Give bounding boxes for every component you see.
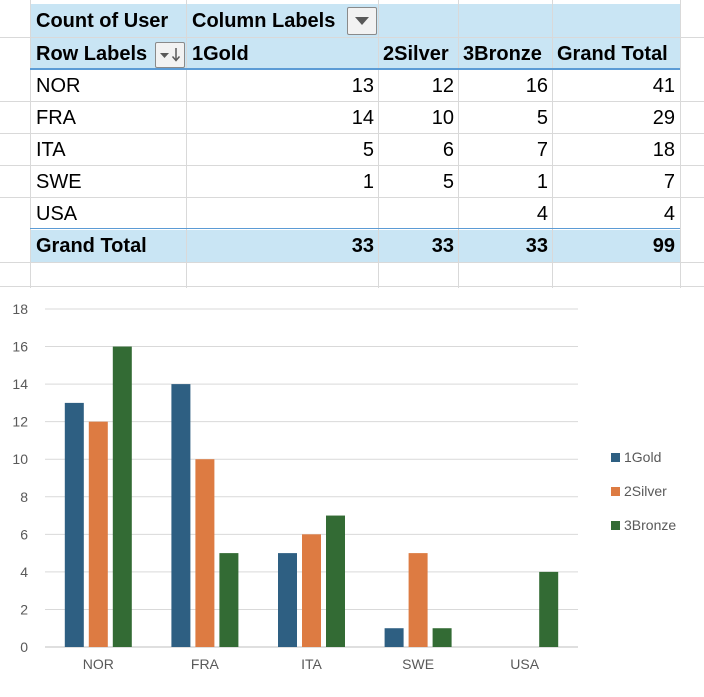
pivot-table: Count of User Column Labels Row Labels 1… — [0, 0, 704, 288]
bar-1gold-ita — [278, 553, 297, 647]
legend-label-1gold: 1Gold — [624, 449, 661, 465]
row-label-usa: USA — [36, 203, 78, 225]
total-grand: 99 — [652, 235, 675, 257]
gridline — [0, 197, 704, 198]
cell-usa-bronze: 4 — [536, 203, 548, 225]
bar-1gold-swe — [384, 628, 404, 647]
x-tick-label: NOR — [83, 656, 114, 672]
bar-3bronze-ita — [326, 515, 345, 647]
gridline — [458, 0, 459, 288]
cell-nor-bronze: 16 — [525, 75, 548, 97]
cell-fra-silver: 10 — [431, 107, 454, 129]
gridline — [0, 101, 704, 102]
row-label-nor: NOR — [36, 75, 81, 97]
row-labels-header: Row Labels — [36, 43, 148, 65]
grand-total-label: Grand Total — [36, 235, 147, 257]
gridline — [378, 0, 379, 288]
y-tick-label: 14 — [12, 376, 28, 392]
gridline — [0, 262, 704, 263]
bar-3bronze-usa — [539, 571, 559, 647]
cell-swe-total: 7 — [663, 171, 675, 193]
cell-swe-gold: 1 — [362, 171, 374, 193]
cell-usa-total: 4 — [663, 203, 675, 225]
cell-nor-silver: 12 — [431, 75, 454, 97]
gridline — [552, 0, 553, 288]
bar-1gold-fra — [171, 384, 191, 647]
gridline — [0, 133, 704, 134]
cell-usa-silver — [378, 199, 454, 229]
row-label-ita: ITA — [36, 139, 66, 161]
cell-swe-silver: 5 — [442, 171, 454, 193]
bar-3bronze-nor — [112, 346, 132, 647]
y-tick-label: 8 — [20, 489, 28, 505]
cell-ita-gold: 5 — [362, 139, 374, 161]
gridline — [0, 37, 704, 38]
cell-ita-silver: 6 — [442, 139, 454, 161]
column-labels-header: Column Labels — [192, 10, 336, 32]
gridline — [0, 165, 704, 166]
cell-usa-gold — [186, 199, 374, 229]
bar-3bronze-swe — [432, 628, 452, 647]
cell-fra-total: 29 — [652, 107, 675, 129]
col-header-bronze: 3Bronze — [463, 43, 542, 65]
row-label-swe: SWE — [36, 171, 82, 193]
cell-swe-bronze: 1 — [536, 171, 548, 193]
total-silver: 33 — [431, 235, 454, 257]
gridline — [186, 0, 187, 288]
bar-2silver-fra — [195, 459, 215, 647]
total-divider — [30, 228, 680, 229]
col-header-silver: 2Silver — [383, 43, 449, 65]
row-label-fra: FRA — [36, 107, 76, 129]
col-header-grand-total: Grand Total — [557, 43, 668, 65]
bar-3bronze-fra — [219, 553, 239, 647]
total-gold: 33 — [351, 235, 374, 257]
legend-label-3bronze: 3Bronze — [624, 517, 676, 533]
cell-ita-total: 18 — [652, 139, 675, 161]
cell-fra-gold: 14 — [351, 107, 374, 129]
pivot-value-label: Count of User — [36, 10, 169, 32]
y-tick-label: 18 — [12, 301, 28, 317]
cell-nor-gold: 13 — [351, 75, 374, 97]
header-divider — [30, 68, 680, 70]
cell-ita-bronze: 7 — [536, 139, 548, 161]
bar-2silver-ita — [302, 534, 321, 647]
dropdown-arrow-icon — [355, 17, 369, 25]
col-header-gold: 1Gold — [192, 43, 249, 65]
legend-swatch-3bronze — [611, 521, 620, 530]
x-tick-label: SWE — [402, 656, 434, 672]
legend-swatch-1gold — [611, 453, 620, 462]
cell-fra-bronze: 5 — [536, 107, 548, 129]
y-tick-label: 2 — [20, 601, 28, 617]
bar-2silver-nor — [88, 421, 108, 647]
x-tick-label: ITA — [301, 656, 322, 672]
gridline — [0, 286, 704, 287]
y-tick-label: 4 — [20, 564, 28, 580]
y-tick-label: 10 — [12, 451, 28, 467]
x-tick-label: USA — [510, 656, 539, 672]
x-tick-label: FRA — [191, 656, 220, 672]
bar-1gold-nor — [64, 402, 84, 647]
cell-nor-total: 41 — [652, 75, 675, 97]
legend-swatch-2silver — [611, 487, 620, 496]
medal-bar-chart[interactable]: 0 2 4 6 8 10 12 14 16 18 NOR FRA ITA SWE USA 1Gold 2Silv… — [0, 288, 704, 692]
y-tick-label: 6 — [20, 526, 28, 542]
total-bronze: 33 — [525, 235, 548, 257]
bar-2silver-swe — [408, 553, 428, 647]
gridline — [680, 0, 681, 288]
pivot-total-band — [30, 230, 680, 262]
chart-canvas: 0 2 4 6 8 10 12 14 16 18 NOR FRA ITA SWE USA 1Gold 2Silv… — [12, 301, 676, 672]
row-sort-filter-button[interactable] — [155, 42, 185, 68]
column-filter-button[interactable] — [347, 7, 377, 35]
legend-label-2silver: 2Silver — [624, 483, 667, 499]
y-tick-label: 16 — [12, 339, 28, 355]
y-tick-label: 0 — [20, 639, 28, 655]
filter-sort-icon — [160, 48, 181, 62]
y-tick-label: 12 — [12, 414, 28, 430]
gridline — [30, 0, 31, 288]
